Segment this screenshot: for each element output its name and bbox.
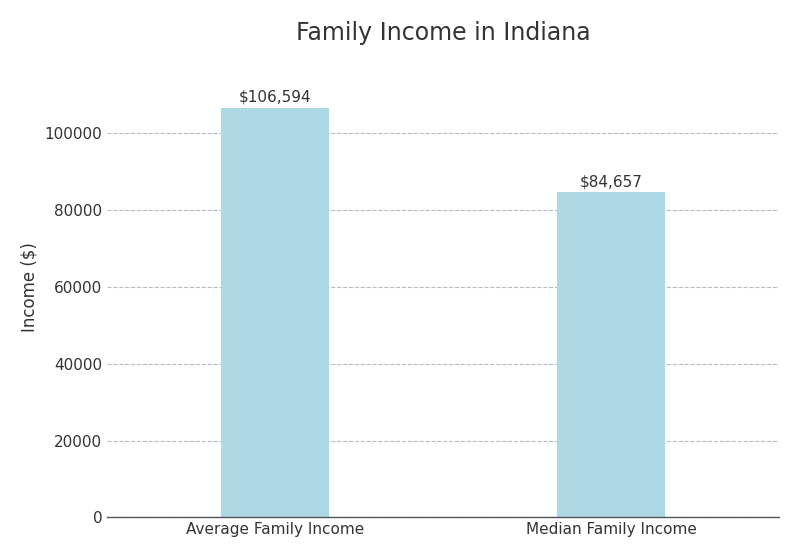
Y-axis label: Income ($): Income ($) [21,242,39,332]
Text: $84,657: $84,657 [580,174,642,189]
Title: Family Income in Indiana: Family Income in Indiana [296,21,590,45]
Bar [558,192,665,517]
Text: $106,594: $106,594 [238,90,311,105]
Bar [222,108,329,517]
